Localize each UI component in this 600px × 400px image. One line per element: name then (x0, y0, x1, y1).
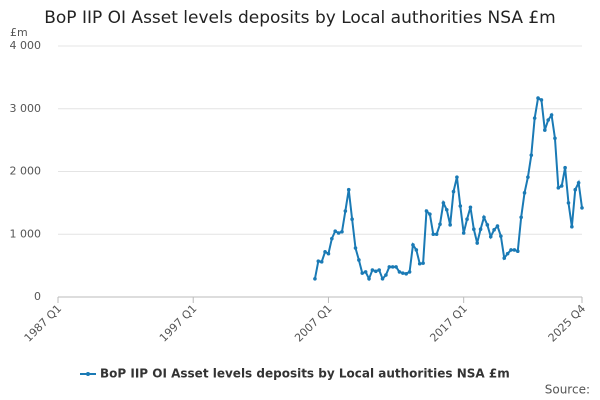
point (482, 215, 486, 220)
legend-label: BoP IIP OI Asset levels deposits by Loca… (100, 367, 510, 381)
point (559, 184, 564, 188)
point (370, 268, 375, 272)
point (428, 212, 432, 216)
point (475, 241, 480, 245)
point (387, 265, 392, 269)
point (522, 191, 527, 195)
point (465, 217, 469, 221)
x-tick-label: 1987 Q1 (22, 302, 65, 345)
x-tick-label: 2017 Q1 (427, 302, 470, 345)
point (336, 231, 341, 235)
point (468, 205, 473, 210)
point (576, 180, 581, 185)
point (485, 223, 490, 227)
y-tick-label: 1 000 (10, 227, 42, 240)
point (441, 201, 446, 205)
point (380, 277, 385, 281)
point (492, 228, 496, 232)
y-tick-label: 4 000 (10, 39, 42, 52)
point (451, 189, 456, 194)
point (316, 259, 321, 264)
point (526, 175, 530, 179)
point (566, 201, 571, 205)
point (472, 227, 476, 232)
x-tick-label: 2007 Q1 (292, 302, 335, 345)
y-tick-label: 2 000 (10, 165, 42, 178)
point (360, 271, 365, 275)
chart-title: BoP IIP OI Asset levels deposits by Loca… (44, 8, 556, 28)
point (421, 261, 425, 265)
point (353, 246, 358, 250)
point (563, 165, 567, 170)
point (570, 224, 574, 229)
point (444, 207, 449, 212)
point (543, 128, 547, 132)
point (411, 243, 415, 247)
point (340, 229, 344, 234)
point (397, 270, 402, 274)
point (377, 268, 381, 272)
point (424, 209, 429, 213)
point (461, 231, 466, 235)
point (390, 265, 395, 269)
point (350, 217, 354, 221)
point (532, 116, 537, 120)
point (515, 249, 520, 253)
point (323, 250, 327, 254)
point (512, 248, 517, 252)
point (580, 206, 584, 210)
point (431, 232, 436, 237)
point (417, 261, 422, 266)
point (519, 215, 523, 220)
point (573, 187, 578, 192)
point (502, 256, 507, 260)
source: Source: (545, 383, 590, 397)
point (326, 251, 331, 256)
point (373, 269, 378, 274)
series-line (313, 96, 583, 282)
point (313, 277, 317, 281)
point (343, 209, 348, 213)
point (438, 222, 442, 227)
point (404, 271, 409, 276)
point (367, 277, 371, 281)
point (346, 187, 351, 192)
y-tick-label: 3 000 (10, 102, 42, 115)
point (536, 96, 540, 100)
point (455, 175, 459, 179)
point (549, 113, 554, 117)
legend-marker (86, 372, 90, 376)
point (407, 270, 412, 274)
x-tick-label: 2025 Q4 (546, 302, 589, 345)
point (363, 270, 368, 274)
point (478, 227, 483, 232)
y-tick-label: 0 (34, 290, 41, 303)
point (529, 153, 534, 157)
point (553, 136, 557, 141)
point (488, 234, 493, 239)
point (546, 118, 550, 122)
x-tick-label: 1997 Q1 (157, 302, 200, 345)
point (333, 229, 338, 233)
point (509, 248, 513, 252)
point (319, 260, 324, 264)
point (495, 224, 500, 228)
point (384, 273, 388, 277)
point (505, 251, 510, 256)
point (357, 258, 361, 262)
point (499, 234, 503, 238)
point (539, 98, 544, 102)
y-axis-unit: £m (10, 26, 28, 39)
point (330, 236, 334, 241)
point (458, 204, 463, 208)
point (556, 186, 561, 190)
point (401, 271, 405, 275)
point (434, 232, 439, 237)
point (414, 248, 419, 252)
point (394, 265, 398, 269)
point (448, 223, 452, 227)
